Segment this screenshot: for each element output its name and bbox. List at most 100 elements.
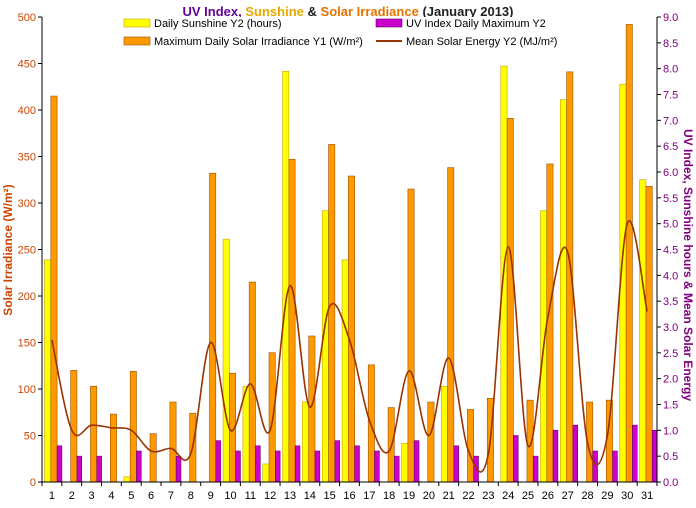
uv-bar [314,450,321,483]
uv-bar [235,450,241,483]
legend-label-sunshine: Daily Sunshine Y2 (hours) [154,18,282,30]
irradiance-bar [50,95,58,483]
x-tick-label: 23 [482,490,494,502]
uv-bar [651,430,658,483]
right-tick-label: 0.5 [663,451,678,463]
x-tick-label: 18 [383,490,395,502]
sunshine-bar [282,70,290,483]
irradiance-bar [149,433,157,483]
right-tick-label: 9.0 [663,12,678,24]
uv-bar [334,440,340,483]
irradiance-bar [447,167,455,483]
x-tick-label: 13 [284,490,296,502]
x-tick-label: 8 [188,490,194,502]
x-tick-label: 29 [601,490,613,502]
irradiance-bar [625,24,633,483]
right-tick-label: 5.0 [663,219,678,231]
left-tick-label: 200 [18,291,36,303]
uv-bar [552,430,559,483]
uv-bar [453,445,459,483]
uv-bar [136,450,142,483]
right-tick-label: 7.0 [663,115,678,127]
title-part-date: (January 2013) [422,4,513,19]
sunshine-bar [401,442,409,483]
irradiance-bar [546,163,554,483]
uv-bar [275,450,281,483]
irradiance-bar [169,401,177,483]
x-tick-label: 20 [423,490,435,502]
sunshine-bar [222,238,230,483]
uv-bar [572,424,579,483]
uv-bar [96,455,102,483]
left-tick-label: 250 [18,245,36,257]
uv-bar [255,445,261,483]
right-tick-label: 8.0 [663,64,678,76]
x-tick-label: 19 [403,490,415,502]
x-tick-label: 9 [208,490,214,502]
x-tick-label: 12 [264,490,276,502]
x-tick-label: 30 [621,490,633,502]
irradiance-bar [129,371,137,483]
irradiance-bar [288,158,296,483]
sunshine-bar [302,401,310,483]
legend-label-energy: Mean Solar Energy Y2 (MJ/m²) [406,36,557,48]
left-tick-label: 500 [18,12,36,24]
irradiance-bar [645,185,653,483]
title-part-sunshine: Sunshine [245,4,304,19]
title-part-amp: & [308,4,317,19]
x-tick-label: 7 [168,490,174,502]
title-part-uv: UV Index, [183,4,242,19]
sunshine-bar [440,386,448,483]
uv-bar [632,424,638,483]
uv-bar [612,450,618,483]
left-tick-label: 50 [24,431,36,443]
x-tick-label: 1 [49,490,55,502]
uv-bar [374,450,380,483]
uv-bar [394,455,400,483]
uv-bar [532,455,539,483]
legend-swatch-uv [375,18,403,28]
right-tick-label: 6.5 [663,141,678,153]
left-tick-label: 100 [18,384,36,396]
left-tick-label: 450 [18,59,36,71]
x-tick-label: 3 [89,490,95,502]
uv-bar [294,445,301,483]
irradiance-bar [308,335,316,483]
x-tick-label: 26 [542,490,554,502]
x-tick-label: 31 [641,490,653,502]
right-tick-label: 2.5 [663,348,678,360]
right-axis-title: UV Index, Sunshine hours & Mean Solar En… [681,129,695,401]
left-axis-ticks: 0 50 100 150 200 250 300 350 400 450 500 [18,12,42,489]
x-tick-label: 6 [148,490,154,502]
right-tick-label: 1.5 [663,400,678,412]
irradiance-bar [506,118,514,483]
x-tick-label: 22 [462,490,474,502]
uv-bar [413,440,420,483]
left-tick-label: 150 [18,338,36,350]
irradiance-bar [427,401,435,483]
irradiance-bar [248,281,256,483]
left-axis-title: Solar Irradiance (W/m²) [1,184,15,315]
left-tick-label: 0 [30,477,36,489]
x-tick-label: 5 [128,490,134,502]
x-tick-label: 11 [245,490,256,502]
sunshine-bar [44,259,52,483]
x-tick-label: 4 [108,490,114,502]
x-tick-label: 27 [562,490,574,502]
chart-title: UV Index, Sunshine & Solar Irradiance (J… [183,4,514,19]
x-axis-ticks: 1 2 3 4 5 6 7 8 9 10 11 12 13 14 15 16 17 18 19 20 21 22 23 24 2… [41,482,658,502]
legend-swatch-irradiance [123,36,151,46]
right-tick-label: 3.5 [663,296,678,308]
right-tick-label: 4.5 [663,245,678,257]
x-tick-label: 14 [304,490,316,502]
right-tick-label: 5.5 [663,193,678,205]
irradiance-bar [348,175,355,483]
irradiance-bar [90,385,98,483]
irradiance-bar [209,172,217,483]
legend-swatch-sunshine [123,18,151,28]
right-tick-label: 0.0 [663,477,678,489]
sunshine-bar [242,386,250,483]
irradiance-bar [110,413,117,483]
irradiance-bar [328,144,336,483]
irradiance-bar [407,188,415,483]
